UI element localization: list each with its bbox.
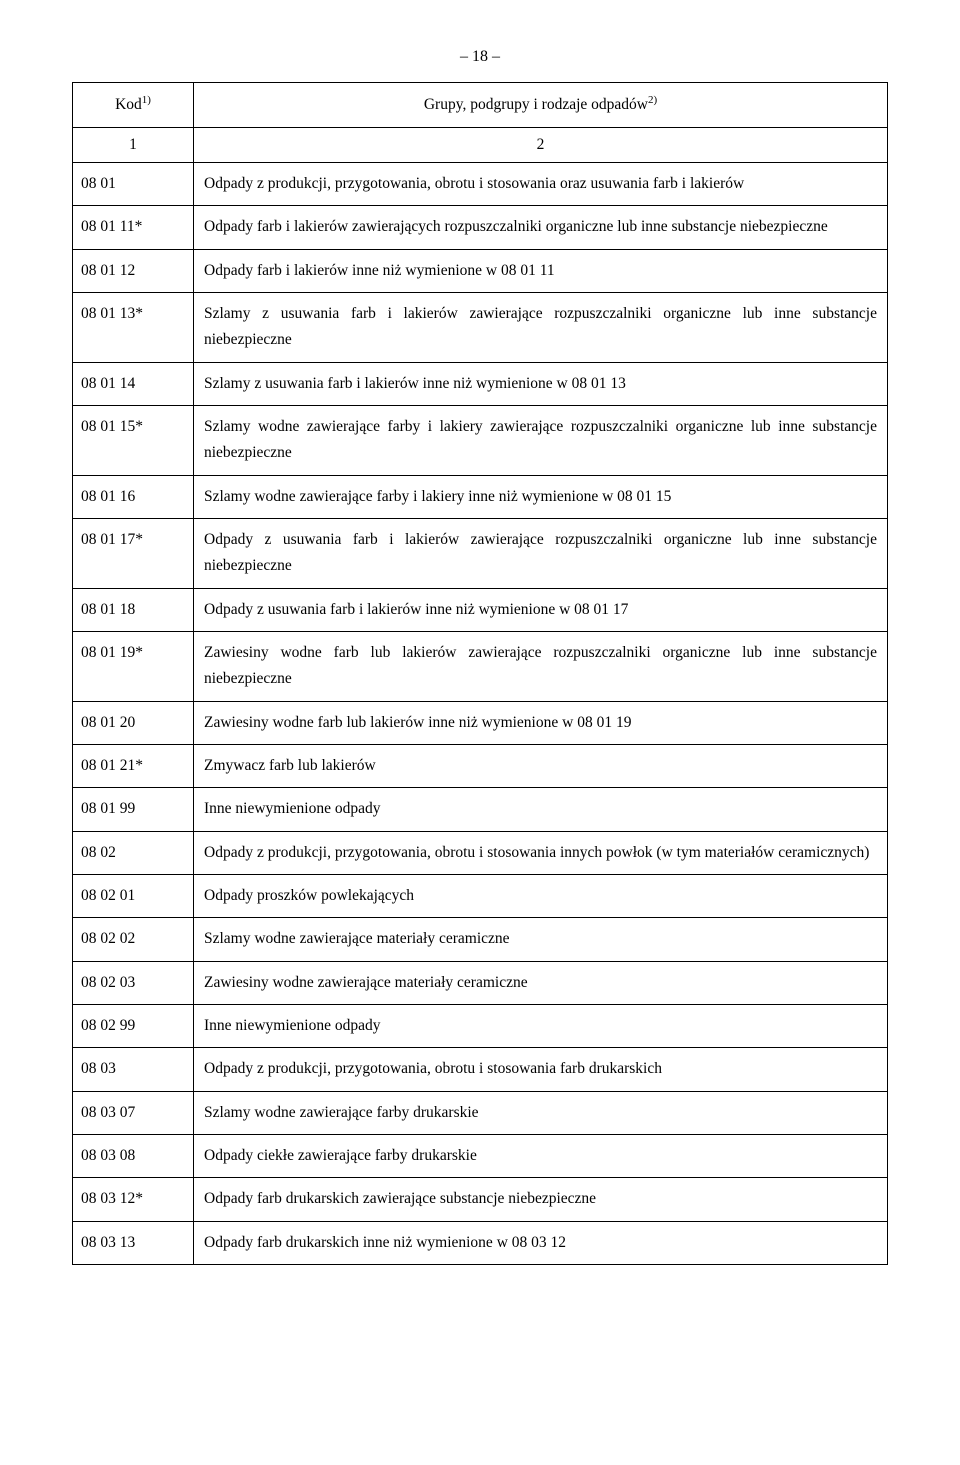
table-row: 08 02 99Inne niewymienione odpady <box>73 1005 888 1048</box>
table-row: 08 01 17*Odpady z usuwania farb i lakier… <box>73 518 888 588</box>
table-row: 08 02Odpady z produkcji, przygotowania, … <box>73 831 888 874</box>
table-row: 08 02 02Szlamy wodne zawierające materia… <box>73 918 888 961</box>
desc-cell: Odpady farb drukarskich zawierające subs… <box>194 1178 888 1221</box>
header-desc-sup: 2) <box>648 94 657 106</box>
desc-cell: Szlamy wodne zawierające farby drukarski… <box>194 1091 888 1134</box>
code-cell: 08 01 21* <box>73 745 194 788</box>
code-cell: 08 01 <box>73 162 194 205</box>
desc-cell: Odpady z produkcji, przygotowania, obrot… <box>194 1048 888 1091</box>
table-colnum-row: 1 2 <box>73 127 888 162</box>
code-cell: 08 01 11* <box>73 206 194 249</box>
table-row: 08 01 14Szlamy z usuwania farb i lakieró… <box>73 362 888 405</box>
code-cell: 08 03 <box>73 1048 194 1091</box>
page-number: – 18 – <box>72 48 888 66</box>
code-cell: 08 01 13* <box>73 292 194 362</box>
code-cell: 08 02 02 <box>73 918 194 961</box>
table-row: 08 01 12Odpady farb i lakierów inne niż … <box>73 249 888 292</box>
table-row: 08 02 01Odpady proszków powlekających <box>73 875 888 918</box>
colnum-2: 2 <box>194 127 888 162</box>
desc-cell: Odpady ciekłe zawierające farby drukarsk… <box>194 1135 888 1178</box>
desc-cell: Odpady z usuwania farb i lakierów inne n… <box>194 588 888 631</box>
code-cell: 08 03 08 <box>73 1135 194 1178</box>
code-cell: 08 03 13 <box>73 1221 194 1264</box>
desc-cell: Odpady z produkcji, przygotowania, obrot… <box>194 162 888 205</box>
code-cell: 08 01 19* <box>73 631 194 701</box>
header-code-cell: Kod1) <box>73 83 194 128</box>
table-row: 08 01 20Zawiesiny wodne farb lub lakieró… <box>73 701 888 744</box>
table-row: 08 02 03Zawiesiny wodne zawierające mate… <box>73 961 888 1004</box>
code-cell: 08 02 01 <box>73 875 194 918</box>
desc-cell: Odpady farb drukarskich inne niż wymieni… <box>194 1221 888 1264</box>
code-cell: 08 02 <box>73 831 194 874</box>
table-header-row: Kod1) Grupy, podgrupy i rodzaje odpadów2… <box>73 83 888 128</box>
desc-cell: Szlamy z usuwania farb i lakierów zawier… <box>194 292 888 362</box>
code-cell: 08 01 12 <box>73 249 194 292</box>
desc-cell: Szlamy wodne zawierające farby i lakiery… <box>194 475 888 518</box>
desc-cell: Odpady z produkcji, przygotowania, obrot… <box>194 831 888 874</box>
desc-cell: Zmywacz farb lub lakierów <box>194 745 888 788</box>
header-desc-label: Grupy, podgrupy i rodzaje odpadów <box>424 96 648 113</box>
header-code-sup: 1) <box>142 94 151 106</box>
desc-cell: Inne niewymienione odpady <box>194 788 888 831</box>
table-row: 08 01 99Inne niewymienione odpady <box>73 788 888 831</box>
table-row: 08 01Odpady z produkcji, przygotowania, … <box>73 162 888 205</box>
desc-cell: Szlamy wodne zawierające farby i lakiery… <box>194 405 888 475</box>
table-row: 08 01 16Szlamy wodne zawierające farby i… <box>73 475 888 518</box>
document-page: – 18 – Kod1) Grupy, podgrupy i rodzaje o… <box>0 0 960 1313</box>
desc-cell: Zawiesiny wodne zawierające materiały ce… <box>194 961 888 1004</box>
desc-cell: Odpady farb i lakierów inne niż wymienio… <box>194 249 888 292</box>
table-row: 08 03 12*Odpady farb drukarskich zawiera… <box>73 1178 888 1221</box>
desc-cell: Odpady z usuwania farb i lakierów zawier… <box>194 518 888 588</box>
code-cell: 08 01 18 <box>73 588 194 631</box>
table-row: 08 01 18Odpady z usuwania farb i lakieró… <box>73 588 888 631</box>
code-cell: 08 01 20 <box>73 701 194 744</box>
header-code-label: Kod <box>115 96 142 113</box>
desc-cell: Szlamy z usuwania farb i lakierów inne n… <box>194 362 888 405</box>
table-row: 08 01 11*Odpady farb i lakierów zawieraj… <box>73 206 888 249</box>
table-row: 08 03 08Odpady ciekłe zawierające farby … <box>73 1135 888 1178</box>
table-row: 08 01 21*Zmywacz farb lub lakierów <box>73 745 888 788</box>
code-cell: 08 02 03 <box>73 961 194 1004</box>
code-cell: 08 03 07 <box>73 1091 194 1134</box>
waste-codes-table: Kod1) Grupy, podgrupy i rodzaje odpadów2… <box>72 82 888 1265</box>
code-cell: 08 03 12* <box>73 1178 194 1221</box>
desc-cell: Zawiesiny wodne farb lub lakierów inne n… <box>194 701 888 744</box>
code-cell: 08 01 16 <box>73 475 194 518</box>
table-row: 08 03Odpady z produkcji, przygotowania, … <box>73 1048 888 1091</box>
table-row: 08 01 13*Szlamy z usuwania farb i lakier… <box>73 292 888 362</box>
table-row: 08 01 15*Szlamy wodne zawierające farby … <box>73 405 888 475</box>
code-cell: 08 01 99 <box>73 788 194 831</box>
table-row: 08 03 07Szlamy wodne zawierające farby d… <box>73 1091 888 1134</box>
desc-cell: Szlamy wodne zawierające materiały ceram… <box>194 918 888 961</box>
desc-cell: Zawiesiny wodne farb lub lakierów zawier… <box>194 631 888 701</box>
desc-cell: Odpady farb i lakierów zawierających roz… <box>194 206 888 249</box>
code-cell: 08 02 99 <box>73 1005 194 1048</box>
table-row: 08 01 19*Zawiesiny wodne farb lub lakier… <box>73 631 888 701</box>
code-cell: 08 01 14 <box>73 362 194 405</box>
code-cell: 08 01 17* <box>73 518 194 588</box>
table-row: 08 03 13Odpady farb drukarskich inne niż… <box>73 1221 888 1264</box>
code-cell: 08 01 15* <box>73 405 194 475</box>
colnum-1: 1 <box>73 127 194 162</box>
desc-cell: Odpady proszków powlekających <box>194 875 888 918</box>
desc-cell: Inne niewymienione odpady <box>194 1005 888 1048</box>
header-desc-cell: Grupy, podgrupy i rodzaje odpadów2) <box>194 83 888 128</box>
